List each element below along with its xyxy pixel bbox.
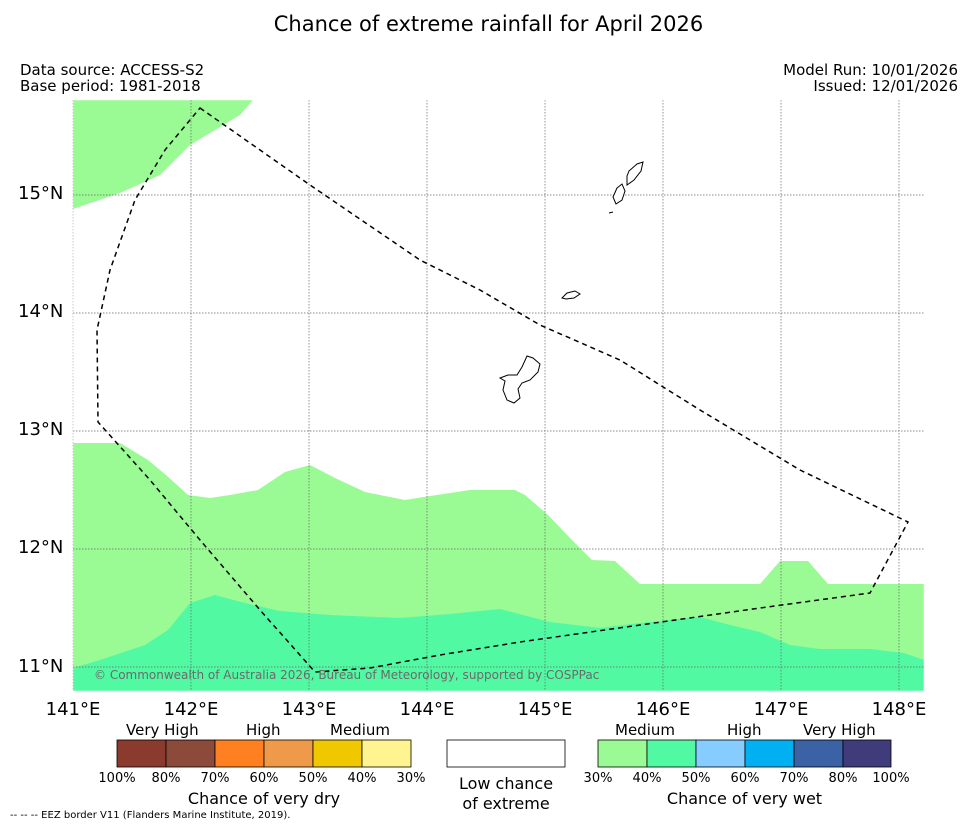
dry-box-70-80 <box>165 739 216 768</box>
wet-medium-region-north <box>73 100 253 209</box>
dry-box-50-60 <box>263 739 314 768</box>
low-chance-label: Low chance of extreme <box>447 774 565 814</box>
dry-pct-80: 80% <box>151 771 181 786</box>
dry-pct-70: 70% <box>200 771 230 786</box>
dry-box-40-50 <box>312 739 363 768</box>
lat-label-13: 13°N <box>18 419 64 440</box>
wet-pct-30: 30% <box>583 771 613 786</box>
low-chance-line2: of extreme <box>462 794 550 813</box>
model-run: Model Run: 10/01/2026 <box>783 61 958 79</box>
wet-box-80-100 <box>842 739 892 768</box>
wet-box-50-60 <box>695 739 746 768</box>
wet-category-high: High <box>727 721 762 739</box>
eez-footnote: -- -- -- EEZ border V11 (Flanders Marine… <box>10 810 291 821</box>
issued-date: Issued: 12/01/2026 <box>813 77 958 95</box>
dry-legend-title: Chance of very dry <box>187 789 341 808</box>
wet-pct-80: 80% <box>828 771 858 786</box>
dry-category-medium: Medium <box>330 721 390 739</box>
legend-dry-boxes <box>116 739 412 768</box>
dry-pct-50: 50% <box>298 771 328 786</box>
wet-category-medium: Medium <box>615 721 675 739</box>
wet-category-very-high: Very High <box>803 721 876 739</box>
dry-box-80-100 <box>116 739 167 768</box>
lon-label-143: 143°E <box>281 699 337 720</box>
dry-pct-60: 60% <box>249 771 279 786</box>
lat-label-14: 14°N <box>18 301 64 322</box>
island-guam <box>498 355 541 404</box>
data-source: Data source: ACCESS-S2 <box>20 61 205 79</box>
wet-pct-100: 100% <box>872 771 910 786</box>
lon-label-144: 144°E <box>399 699 455 720</box>
lat-label-12: 12°N <box>18 537 64 558</box>
header-left: Data source: ACCESS-S2 Base period: 1981… <box>20 62 204 94</box>
wet-box-40-50 <box>646 739 697 768</box>
low-chance-box <box>446 739 566 768</box>
wet-pct-50: 50% <box>681 771 711 786</box>
wet-pct-70: 70% <box>779 771 809 786</box>
lon-label-145: 145°E <box>517 699 573 720</box>
dry-box-30-40 <box>361 739 412 768</box>
wet-pct-60: 60% <box>730 771 760 786</box>
dry-pct-100: 100% <box>98 771 136 786</box>
wet-legend-title: Chance of very wet <box>666 789 823 808</box>
dry-pct-40: 40% <box>347 771 377 786</box>
lon-label-147: 147°E <box>753 699 809 720</box>
dry-category-high: High <box>246 721 281 739</box>
lon-label-142: 142°E <box>163 699 219 720</box>
island-rota <box>561 290 581 300</box>
wet-pct-40: 40% <box>632 771 662 786</box>
lon-label-148: 148°E <box>871 699 927 720</box>
copyright-notice: © Commonwealth of Australia 2026, Bureau… <box>94 668 600 682</box>
wet-box-70-80 <box>793 739 844 768</box>
lat-label-15: 15°N <box>18 183 64 204</box>
dry-category-very-high: Very High <box>126 721 199 739</box>
lon-label-141: 141°E <box>45 699 101 720</box>
base-period: Base period: 1981-2018 <box>20 77 201 95</box>
header-right: Model Run: 10/01/2026 Issued: 12/01/2026 <box>783 62 958 94</box>
island-islet <box>608 211 614 214</box>
map-frame <box>72 99 925 692</box>
wet-high-region <box>73 595 924 691</box>
lon-label-146: 146°E <box>635 699 691 720</box>
island-tinian <box>612 183 626 205</box>
island-saipan <box>626 161 644 186</box>
legend-wet-boxes <box>597 739 892 768</box>
map-title: Chance of extreme rainfall for April 202… <box>273 12 704 36</box>
wet-box-60-70 <box>744 739 795 768</box>
islands <box>498 161 644 404</box>
dry-pct-30: 30% <box>396 771 426 786</box>
low-chance-line1: Low chance <box>458 774 554 793</box>
wet-box-30-40 <box>597 739 648 768</box>
dry-box-60-70 <box>214 739 265 768</box>
lat-label-11: 11°N <box>18 656 64 677</box>
